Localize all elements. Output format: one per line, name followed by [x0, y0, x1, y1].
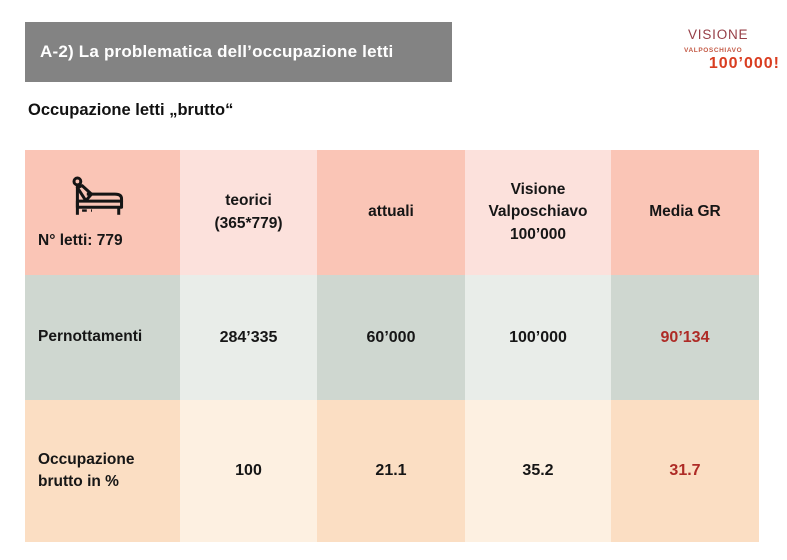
cell-value-highlight: 90’134: [660, 328, 710, 346]
bed-count-label: N° letti: 779: [38, 232, 123, 250]
cell-pernottamenti-attuali: 60’000: [317, 275, 465, 400]
header-line: attuali: [368, 203, 414, 221]
slide-title: A-2) La problematica dell’occupazione le…: [40, 42, 394, 61]
cell-value: 284’335: [219, 328, 278, 346]
cell-value: 100’000: [509, 328, 567, 346]
header-line: Media GR: [649, 203, 721, 221]
occupancy-table: N° letti: 779 teorici (365*779) attuali …: [25, 150, 759, 542]
header-cell-media-gr: Media GR: [611, 150, 759, 275]
row-label-text: brutto in %: [38, 473, 119, 490]
logo-line-valposchiavo: VALPOSCHIAVO: [684, 46, 743, 54]
cell-value: 60’000: [366, 328, 416, 346]
row-label-pernottamenti: Pernottamenti: [25, 275, 180, 400]
cell-occupazione-attuali: 21.1: [317, 400, 465, 542]
header-line: Visione: [510, 180, 566, 198]
logo-line-visione: VISIONE: [688, 27, 749, 42]
logo-slogan-100000: 100’000!: [708, 55, 780, 72]
cell-value: 100: [235, 462, 262, 480]
header-cell-teorici: teorici (365*779): [180, 150, 317, 275]
row-label-text: Pernottamenti: [38, 328, 143, 346]
header-line: Valposchiavo: [488, 203, 588, 221]
cell-value: 21.1: [375, 462, 407, 480]
header-cell-visione: Visione Valposchiavo 100’000: [465, 150, 611, 275]
title-bar: A-2) La problematica dell’occupazione le…: [25, 22, 452, 82]
bed-icon: [68, 172, 130, 220]
cell-value-highlight: 31.7: [669, 462, 701, 480]
visione-valposchiavo-logo: VISIONE VALPOSCHIAVO 100’000!: [684, 28, 780, 72]
header-line: (365*779): [214, 214, 283, 232]
header-line: 100’000: [509, 225, 566, 243]
row-label-text: Occupazione: [38, 450, 135, 468]
cell-pernottamenti-teorici: 284’335: [180, 275, 317, 400]
cell-occupazione-teorici: 100: [180, 400, 317, 542]
header-cell-attuali: attuali: [317, 150, 465, 275]
cell-pernottamenti-media-gr: 90’134: [611, 275, 759, 400]
cell-value: 35.2: [522, 462, 554, 480]
cell-pernottamenti-visione: 100’000: [465, 275, 611, 400]
header-cell-letti: N° letti: 779: [25, 150, 180, 275]
row-label-occupazione: Occupazione brutto in %: [25, 400, 180, 542]
cell-occupazione-visione: 35.2: [465, 400, 611, 542]
header-line: teorici: [225, 192, 272, 210]
cell-occupazione-media-gr: 31.7: [611, 400, 759, 542]
page-title: Occupazione letti „brutto“: [28, 101, 234, 119]
